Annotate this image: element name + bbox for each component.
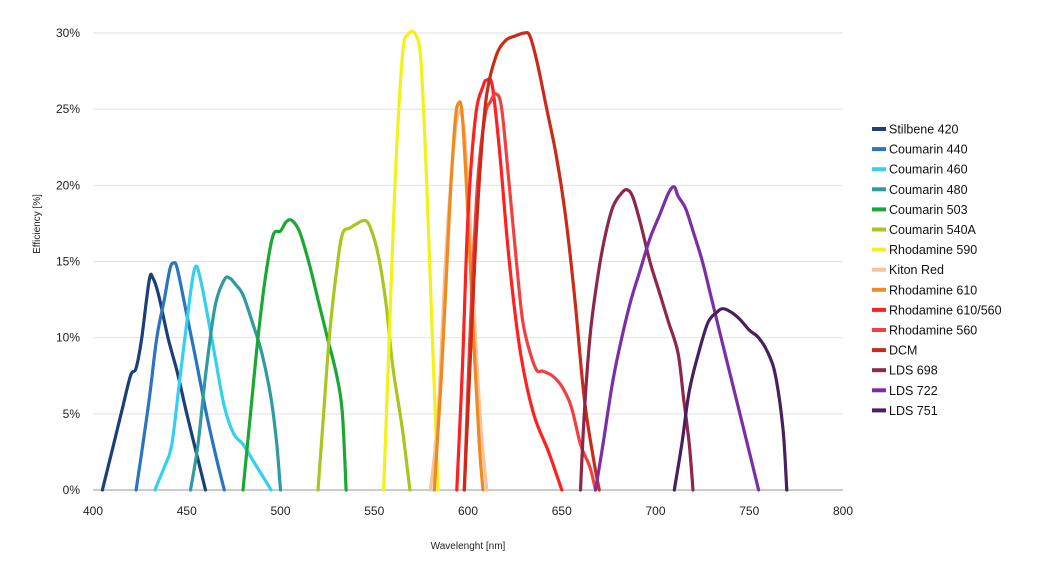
legend-label-kiton-red: Kiton Red [889,263,944,277]
legend-label-lds-722: LDS 722 [889,384,938,398]
y-tick-label: 20% [56,178,80,192]
x-tick-labels: 400 450 500 550 600 650 700 750 800 [83,504,853,518]
y-tick-label: 5% [63,407,81,421]
series-line-dcm [462,31,601,492]
x-tick-label: 500 [270,504,290,518]
y-tick-labels: 0% 5% 10% 15% 20% 25% 30% [56,26,80,497]
legend-label-coumarin-480: Coumarin 480 [889,183,968,197]
plot-series [100,29,789,492]
series-line-coumarin-480 [188,275,283,492]
legend-label-coumarin-540a: Coumarin 540A [889,223,977,237]
y-tick-label: 30% [56,26,80,40]
x-axis-title: Wavelenght [nm] [431,541,506,552]
series-line-rhodamine-610 [432,100,485,492]
series-line-rhodamine-610-560 [455,77,564,492]
gridlines [93,32,843,415]
y-tick-label: 0% [63,483,81,497]
x-tick-label: 550 [364,504,384,518]
legend-label-stilbene-420: Stilbene 420 [889,123,959,137]
x-tick-label: 600 [458,504,478,518]
legend-label-rhodamine-610-560: Rhodamine 610/560 [889,303,1002,317]
legend-label-coumarin-503: Coumarin 503 [889,203,968,217]
series-line-lds-698 [578,188,695,492]
y-tick-label: 25% [56,102,80,116]
series-line-lds-722 [593,185,761,492]
legend-label-lds-698: LDS 698 [889,364,938,378]
legend-label-rhodamine-560: Rhodamine 560 [889,324,977,338]
y-tick-label: 10% [56,331,80,345]
x-tick-label: 400 [83,504,103,518]
x-tick-label: 700 [645,504,665,518]
series-line-lds-751 [672,307,789,492]
series-line-stilbene-420 [100,272,208,492]
series-line-rhodamine-560 [462,92,598,492]
legend-label-rhodamine-590: Rhodamine 590 [889,243,977,257]
x-tick-label: 750 [739,504,759,518]
legend-label-dcm: DCM [889,344,917,358]
legend-label-coumarin-460: Coumarin 460 [889,163,968,177]
legend-label-lds-751: LDS 751 [889,404,938,418]
legend: Stilbene 420 Coumarin 440 Coumarin 460 Coum… [872,123,1002,418]
y-tick-label: 15% [56,255,80,269]
legend-label-coumarin-440: Coumarin 440 [889,143,968,157]
series-line-rhodamine-590 [382,29,440,492]
x-tick-label: 450 [177,504,197,518]
legend-label-rhodamine-610: Rhodamine 610 [889,283,977,297]
y-axis-title: Efficiency [%] [32,194,43,254]
x-tick-label: 650 [552,504,572,518]
series-line-coumarin-540a [316,218,412,492]
x-tick-label: 800 [833,504,853,518]
series-line-coumarin-440 [134,261,226,492]
series-line-coumarin-503 [241,218,348,492]
